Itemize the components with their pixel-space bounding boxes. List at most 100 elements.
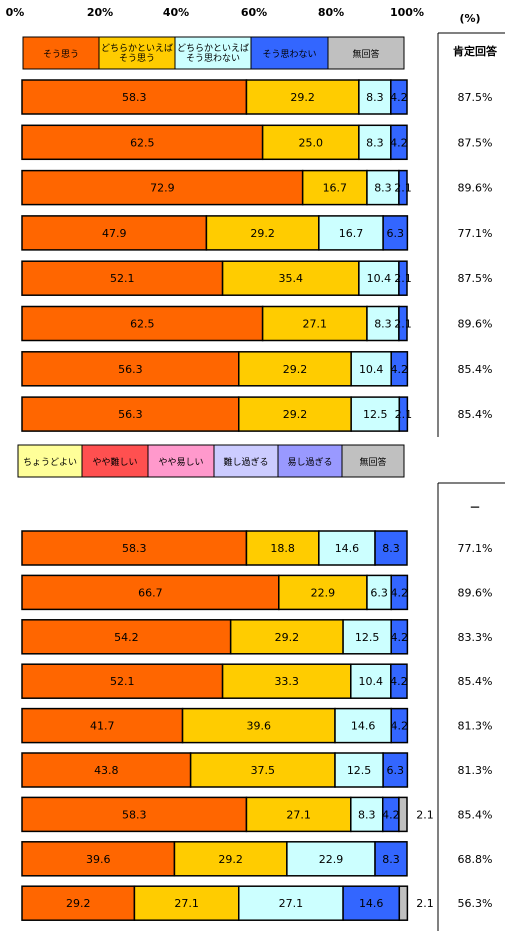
data-label: 27.1 [286,808,311,821]
legend-label: ちょうどよい [23,457,77,468]
bar-segment [238,885,344,921]
positive-rate-value: 89.6% [458,182,493,195]
unit-label: (%) [459,12,480,25]
bar-segment [390,79,408,115]
bar-segment [21,169,304,206]
bar-segment [21,260,224,296]
bar-segment [21,841,176,877]
data-label: 4.2 [382,808,400,821]
bar-segment [301,169,368,206]
table-header-dash: － [470,501,481,514]
x-tick-label: 0% [6,6,25,19]
bar-segment [342,619,392,655]
legend-label: 難し過ぎる [223,456,268,468]
data-label: 18.8 [270,542,295,555]
data-label: 41.7 [90,720,115,733]
positive-rate-value: 85.4% [458,363,493,376]
legend-label: 無回答 [352,48,379,60]
positive-rate-value: 81.3% [458,764,493,777]
data-label: 52.1 [110,272,135,285]
bar-segment [350,663,392,699]
bar-segment [350,351,392,387]
bar-segment [21,663,224,699]
data-label: 29.2 [283,408,308,421]
bar-segment [278,574,368,611]
bar-segment [374,530,408,566]
bar-segment [398,305,408,342]
legend-label: 無回答 [359,456,386,468]
x-tick-label: 40% [163,6,189,19]
data-label: 14.6 [359,897,384,910]
positive-rate-value: 85.4% [458,408,493,421]
bar-segment [398,796,408,833]
legend-label: 易し過ぎる [287,456,332,468]
positive-rate-value: 68.8% [458,853,493,866]
bar-segment [21,796,248,833]
bar-segment [390,707,409,744]
data-label: 10.4 [359,675,384,688]
legend-swatch [341,444,405,478]
bar-segment [374,841,408,877]
data-label: 4.2 [390,675,408,688]
positive-rate-value: 85.4% [458,675,493,688]
bar-segment [398,885,409,921]
data-label: 6.3 [370,586,388,599]
legend-swatch [213,444,279,478]
data-label: 4.2 [390,91,408,104]
bar-segment [318,215,384,251]
data-label: 2.1 [416,808,434,821]
data-label: 16.7 [323,182,348,195]
bar-segment [21,752,192,788]
x-tick-label: 100% [390,6,424,19]
bar-segment [358,79,392,115]
legend-label: やや難しい [92,456,137,468]
data-label: 58.3 [122,808,147,821]
data-label: 37.5 [251,764,276,777]
data-label: 43.8 [94,764,119,777]
positive-rate-value: 87.5% [458,272,493,285]
legend-swatch [17,444,83,478]
bar-segment [133,885,240,921]
positive-rate-value: 77.1% [458,542,493,555]
data-label: 22.9 [319,853,344,866]
data-label: 62.5 [130,318,155,331]
positive-rate-value: 83.3% [458,631,493,644]
legend-label: やや易しい [158,457,203,468]
bar-segment [358,124,392,161]
bar-segment [398,260,408,296]
data-label: 8.3 [374,182,392,195]
data-label: 8.3 [374,318,392,331]
bar-segment [398,169,408,206]
bar-segment [21,707,184,744]
positive-rate-value: 89.6% [458,586,493,599]
data-label: 8.3 [382,853,400,866]
table-header: 肯定回答 [453,44,498,58]
bar-segment [382,215,409,251]
legend-swatch [98,36,176,70]
data-label: 62.5 [130,136,155,149]
legend-swatch [22,36,100,70]
bar-segment [350,796,384,833]
data-label: 29.2 [290,91,315,104]
data-label: 4.2 [391,631,409,644]
bar-segment [366,169,400,206]
bar-segment [261,124,360,161]
data-label: 56.3 [118,408,143,421]
data-label: 12.5 [363,408,388,421]
bar-segment [390,663,408,699]
bar-segment [342,885,401,921]
data-label: 4.2 [391,586,409,599]
data-label: 8.3 [366,91,384,104]
data-label: 72.9 [150,182,175,195]
data-label: 12.5 [355,631,380,644]
data-label: 2.1 [394,318,412,331]
data-label: 4.2 [390,136,408,149]
legend-label-line: そう思わない [186,53,240,64]
data-label: 54.2 [114,631,139,644]
legend-label-line: そう思う [119,53,155,64]
x-tick-label: 20% [87,6,113,19]
data-label: 52.1 [110,675,135,688]
positive-rate-value: 87.5% [458,91,493,104]
data-label: 4.2 [391,363,409,376]
